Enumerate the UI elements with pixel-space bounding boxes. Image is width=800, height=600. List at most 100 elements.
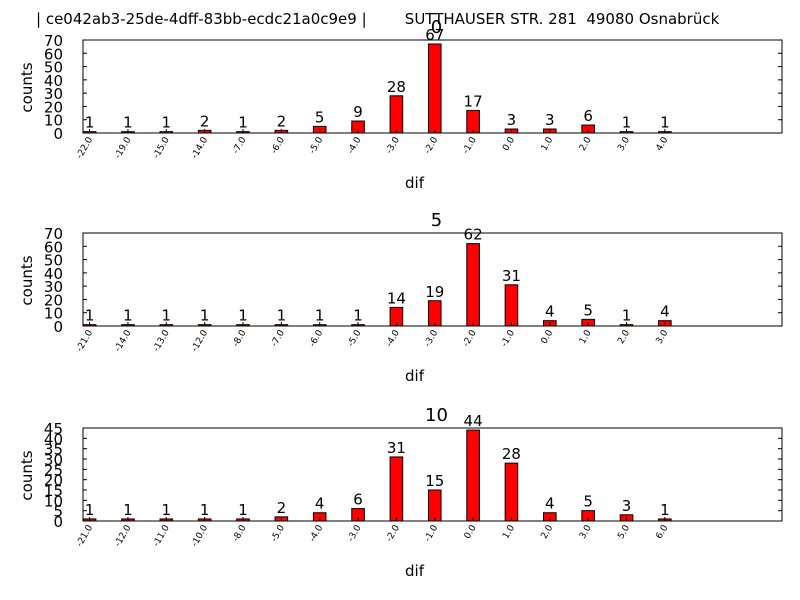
y-tick-label: 40 (44, 265, 63, 283)
y-tick-label: 20 (44, 472, 63, 490)
x-tick-label: -14.0 (113, 328, 133, 353)
x-tick-label: 3.0 (578, 523, 594, 541)
data-label: 1 (123, 114, 133, 132)
data-label: 1 (660, 114, 670, 132)
y-tick-label: 0 (53, 513, 63, 531)
bar--3.0 (389, 95, 404, 134)
x-tick-label: -1.0 (500, 328, 518, 348)
y-tick-label: 10 (44, 112, 63, 130)
y-tick-label: 50 (44, 252, 63, 270)
x-tick-label: -7.0 (270, 328, 288, 348)
bar--1.0 (427, 489, 442, 522)
data-label: 1 (162, 307, 172, 325)
x-tick-label: -2.0 (461, 328, 479, 348)
chart-panel-0: 00102030405060701-22.01-19.01-15.02-14.0… (18, 17, 783, 192)
data-label: 5 (583, 301, 593, 319)
data-label: 1 (660, 501, 670, 519)
plot-frame (82, 232, 783, 327)
data-label: 1 (123, 501, 133, 519)
y-tick-label: 50 (44, 59, 63, 77)
data-label: 1 (162, 501, 172, 519)
data-label: 1 (85, 307, 95, 325)
data-label: 1 (123, 307, 133, 325)
data-label: 5 (583, 493, 593, 511)
data-label: 3 (545, 111, 555, 129)
data-label: 31 (502, 267, 521, 285)
chart-title: 0 (431, 17, 442, 38)
data-label: 1 (353, 307, 363, 325)
x-tick-label: -3.0 (385, 135, 403, 155)
data-label: 6 (353, 491, 363, 509)
x-tick-label: -6.0 (270, 135, 288, 155)
x-tick-label: -10.0 (190, 523, 210, 548)
y-axis-label: counts (18, 450, 36, 500)
chart-panels: 00102030405060701-22.01-19.01-15.02-14.0… (18, 17, 783, 580)
bar--2.0 (466, 243, 480, 327)
bar--2.0 (389, 456, 404, 522)
x-tick-label: 0.0 (463, 523, 479, 541)
x-tick-label: 0.0 (501, 135, 517, 153)
x-tick-label: -4.0 (308, 523, 326, 543)
x-tick-label: -14.0 (190, 135, 210, 160)
x-tick-label: -3.0 (423, 328, 441, 348)
x-tick-label: -12.0 (190, 328, 210, 353)
x-tick-label: -1.0 (461, 135, 479, 155)
y-tick-label: 30 (44, 278, 63, 296)
x-tick-label: -7.0 (231, 135, 249, 155)
data-label: 1 (200, 307, 210, 325)
data-label: 1 (238, 501, 248, 519)
chart-panel-2: 100510152025303540451-21.01-12.01-11.01-… (18, 405, 783, 580)
y-tick-label: 0 (53, 318, 63, 336)
x-tick-label: -15.0 (152, 135, 172, 160)
x-tick-label: -6.0 (308, 328, 326, 348)
y-tick-label: 60 (44, 238, 63, 256)
y-tick-label: 25 (44, 461, 63, 479)
data-label: 1 (238, 307, 248, 325)
data-label: 9 (353, 103, 363, 121)
x-axis-label: dif (405, 367, 425, 385)
data-label: 14 (387, 289, 406, 307)
data-label: 1 (200, 501, 210, 519)
y-tick-label: 10 (44, 305, 63, 323)
data-label: 4 (545, 303, 555, 321)
data-label: 4 (660, 303, 670, 321)
data-label: 67 (425, 26, 444, 44)
x-axis-label: dif (405, 562, 425, 580)
x-tick-label: -22.0 (75, 135, 95, 160)
x-tick-label: 4.0 (655, 135, 671, 153)
x-tick-label: -5.0 (270, 523, 288, 543)
data-label: 2 (277, 112, 287, 130)
data-label: 3 (622, 497, 632, 515)
x-tick-label: -5.0 (346, 328, 364, 348)
y-tick-label: 20 (44, 291, 63, 309)
data-label: 1 (315, 307, 325, 325)
plot-frame (82, 427, 783, 522)
x-tick-label: 5.0 (616, 523, 632, 541)
data-label: 31 (387, 439, 406, 457)
data-label: 1 (85, 501, 95, 519)
chart-panel-1: 50102030405060701-21.01-14.01-13.01-12.0… (18, 210, 783, 385)
y-tick-label: 20 (44, 98, 63, 116)
x-tick-label: -2.0 (385, 523, 403, 543)
data-label: 17 (464, 92, 483, 110)
y-axis-label: counts (18, 255, 36, 305)
x-tick-label: -8.0 (231, 523, 249, 543)
data-label: 28 (387, 78, 406, 96)
bar-1.0 (504, 462, 519, 522)
data-label: 1 (622, 307, 632, 325)
x-tick-label: -8.0 (231, 328, 249, 348)
x-tick-label: 2.0 (540, 523, 556, 541)
y-tick-label: 60 (44, 45, 63, 63)
data-label: 3 (507, 111, 517, 129)
data-label: 5 (315, 108, 325, 126)
x-tick-label: 1.0 (540, 135, 556, 153)
data-label: 1 (85, 114, 95, 132)
x-tick-label: 1.0 (501, 523, 517, 541)
data-label: 19 (425, 283, 444, 301)
x-axis-label: dif (405, 174, 425, 192)
x-tick-label: -21.0 (75, 328, 95, 353)
x-tick-label: 0.0 (540, 328, 556, 346)
x-tick-label: -21.0 (75, 523, 95, 548)
x-tick-label: 6.0 (655, 523, 671, 541)
bar--1.0 (504, 284, 519, 327)
